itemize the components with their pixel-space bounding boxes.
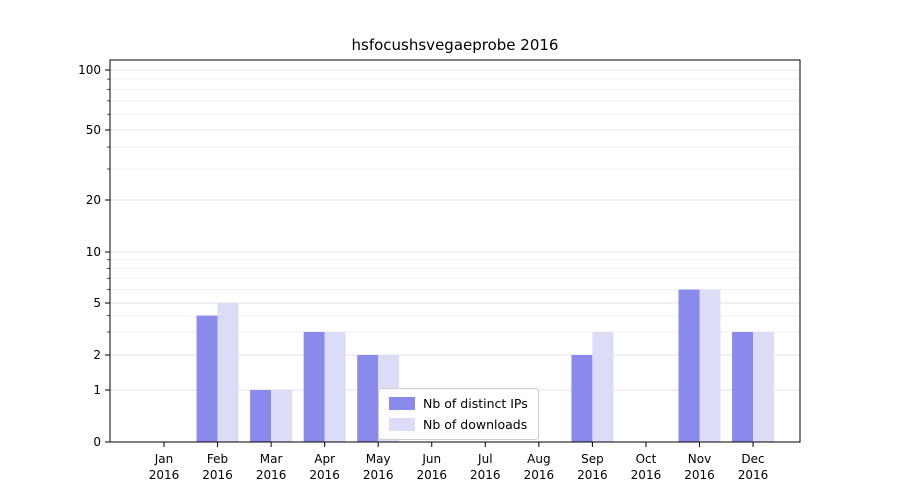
y-tick-label: 50 bbox=[86, 123, 101, 137]
plot-border bbox=[109, 59, 801, 443]
bar-distinct-ips bbox=[732, 331, 754, 442]
y-tick-label: 2 bbox=[93, 348, 101, 362]
y-tick-label: 100 bbox=[78, 63, 101, 77]
x-tick-label-year: 2016 bbox=[684, 468, 715, 482]
y-tick-label: 10 bbox=[86, 245, 101, 259]
bar-downloads bbox=[699, 289, 721, 442]
bar-distinct-ips bbox=[571, 355, 593, 442]
x-tick-label-month: Dec bbox=[741, 452, 764, 466]
y-tick-label: 0 bbox=[93, 435, 101, 449]
y-tick-label: 20 bbox=[86, 193, 101, 207]
bar-downloads bbox=[217, 303, 239, 442]
x-tick-label-year: 2016 bbox=[416, 468, 447, 482]
x-tick-label-month: Nov bbox=[688, 452, 711, 466]
chart-title: hsfocushsvegaeprobe 2016 bbox=[351, 36, 559, 54]
x-tick-label-year: 2016 bbox=[470, 468, 501, 482]
bar-distinct-ips bbox=[357, 355, 379, 442]
x-tick-label-year: 2016 bbox=[631, 468, 662, 482]
x-tick-label-month: Jun bbox=[421, 452, 441, 466]
bar-distinct-ips bbox=[196, 315, 218, 442]
x-tick-label-year: 2016 bbox=[309, 468, 340, 482]
bar-distinct-ips bbox=[250, 390, 272, 442]
bar-downloads bbox=[753, 331, 775, 442]
x-tick-label-year: 2016 bbox=[363, 468, 394, 482]
x-tick-label-month: Oct bbox=[636, 452, 657, 466]
x-tick-label-month: Jan bbox=[154, 452, 174, 466]
y-tick-label: 5 bbox=[93, 296, 101, 310]
x-tick-label-year: 2016 bbox=[256, 468, 287, 482]
x-tick-label-year: 2016 bbox=[738, 468, 769, 482]
bar-downloads bbox=[271, 390, 293, 442]
legend: Nb of distinct IPs Nb of downloads bbox=[378, 388, 539, 440]
legend-label-downloads: Nb of downloads bbox=[423, 417, 528, 432]
bar-downloads bbox=[324, 331, 346, 442]
x-tick-label-month: Feb bbox=[207, 452, 228, 466]
legend-swatch-downloads bbox=[389, 418, 415, 431]
x-tick-label-month: Aug bbox=[527, 452, 550, 466]
bar-distinct-ips bbox=[678, 289, 700, 442]
bar-distinct-ips bbox=[303, 331, 325, 442]
x-tick-label-year: 2016 bbox=[577, 468, 608, 482]
legend-label-distinct-ips: Nb of distinct IPs bbox=[423, 396, 528, 411]
legend-item-distinct-ips: Nb of distinct IPs bbox=[389, 396, 528, 411]
x-tick-label-month: Mar bbox=[260, 452, 283, 466]
x-tick-label-year: 2016 bbox=[149, 468, 180, 482]
y-tick-label: 1 bbox=[93, 383, 101, 397]
legend-swatch-distinct-ips bbox=[389, 397, 415, 410]
x-tick-label-month: Apr bbox=[314, 452, 335, 466]
bar-downloads bbox=[592, 331, 614, 442]
x-tick-label-month: Sep bbox=[581, 452, 604, 466]
x-tick-label-month: Jul bbox=[477, 452, 492, 466]
x-tick-label-year: 2016 bbox=[524, 468, 555, 482]
x-tick-label-month: May bbox=[366, 452, 391, 466]
legend-item-downloads: Nb of downloads bbox=[389, 417, 528, 432]
x-tick-label-year: 2016 bbox=[202, 468, 233, 482]
